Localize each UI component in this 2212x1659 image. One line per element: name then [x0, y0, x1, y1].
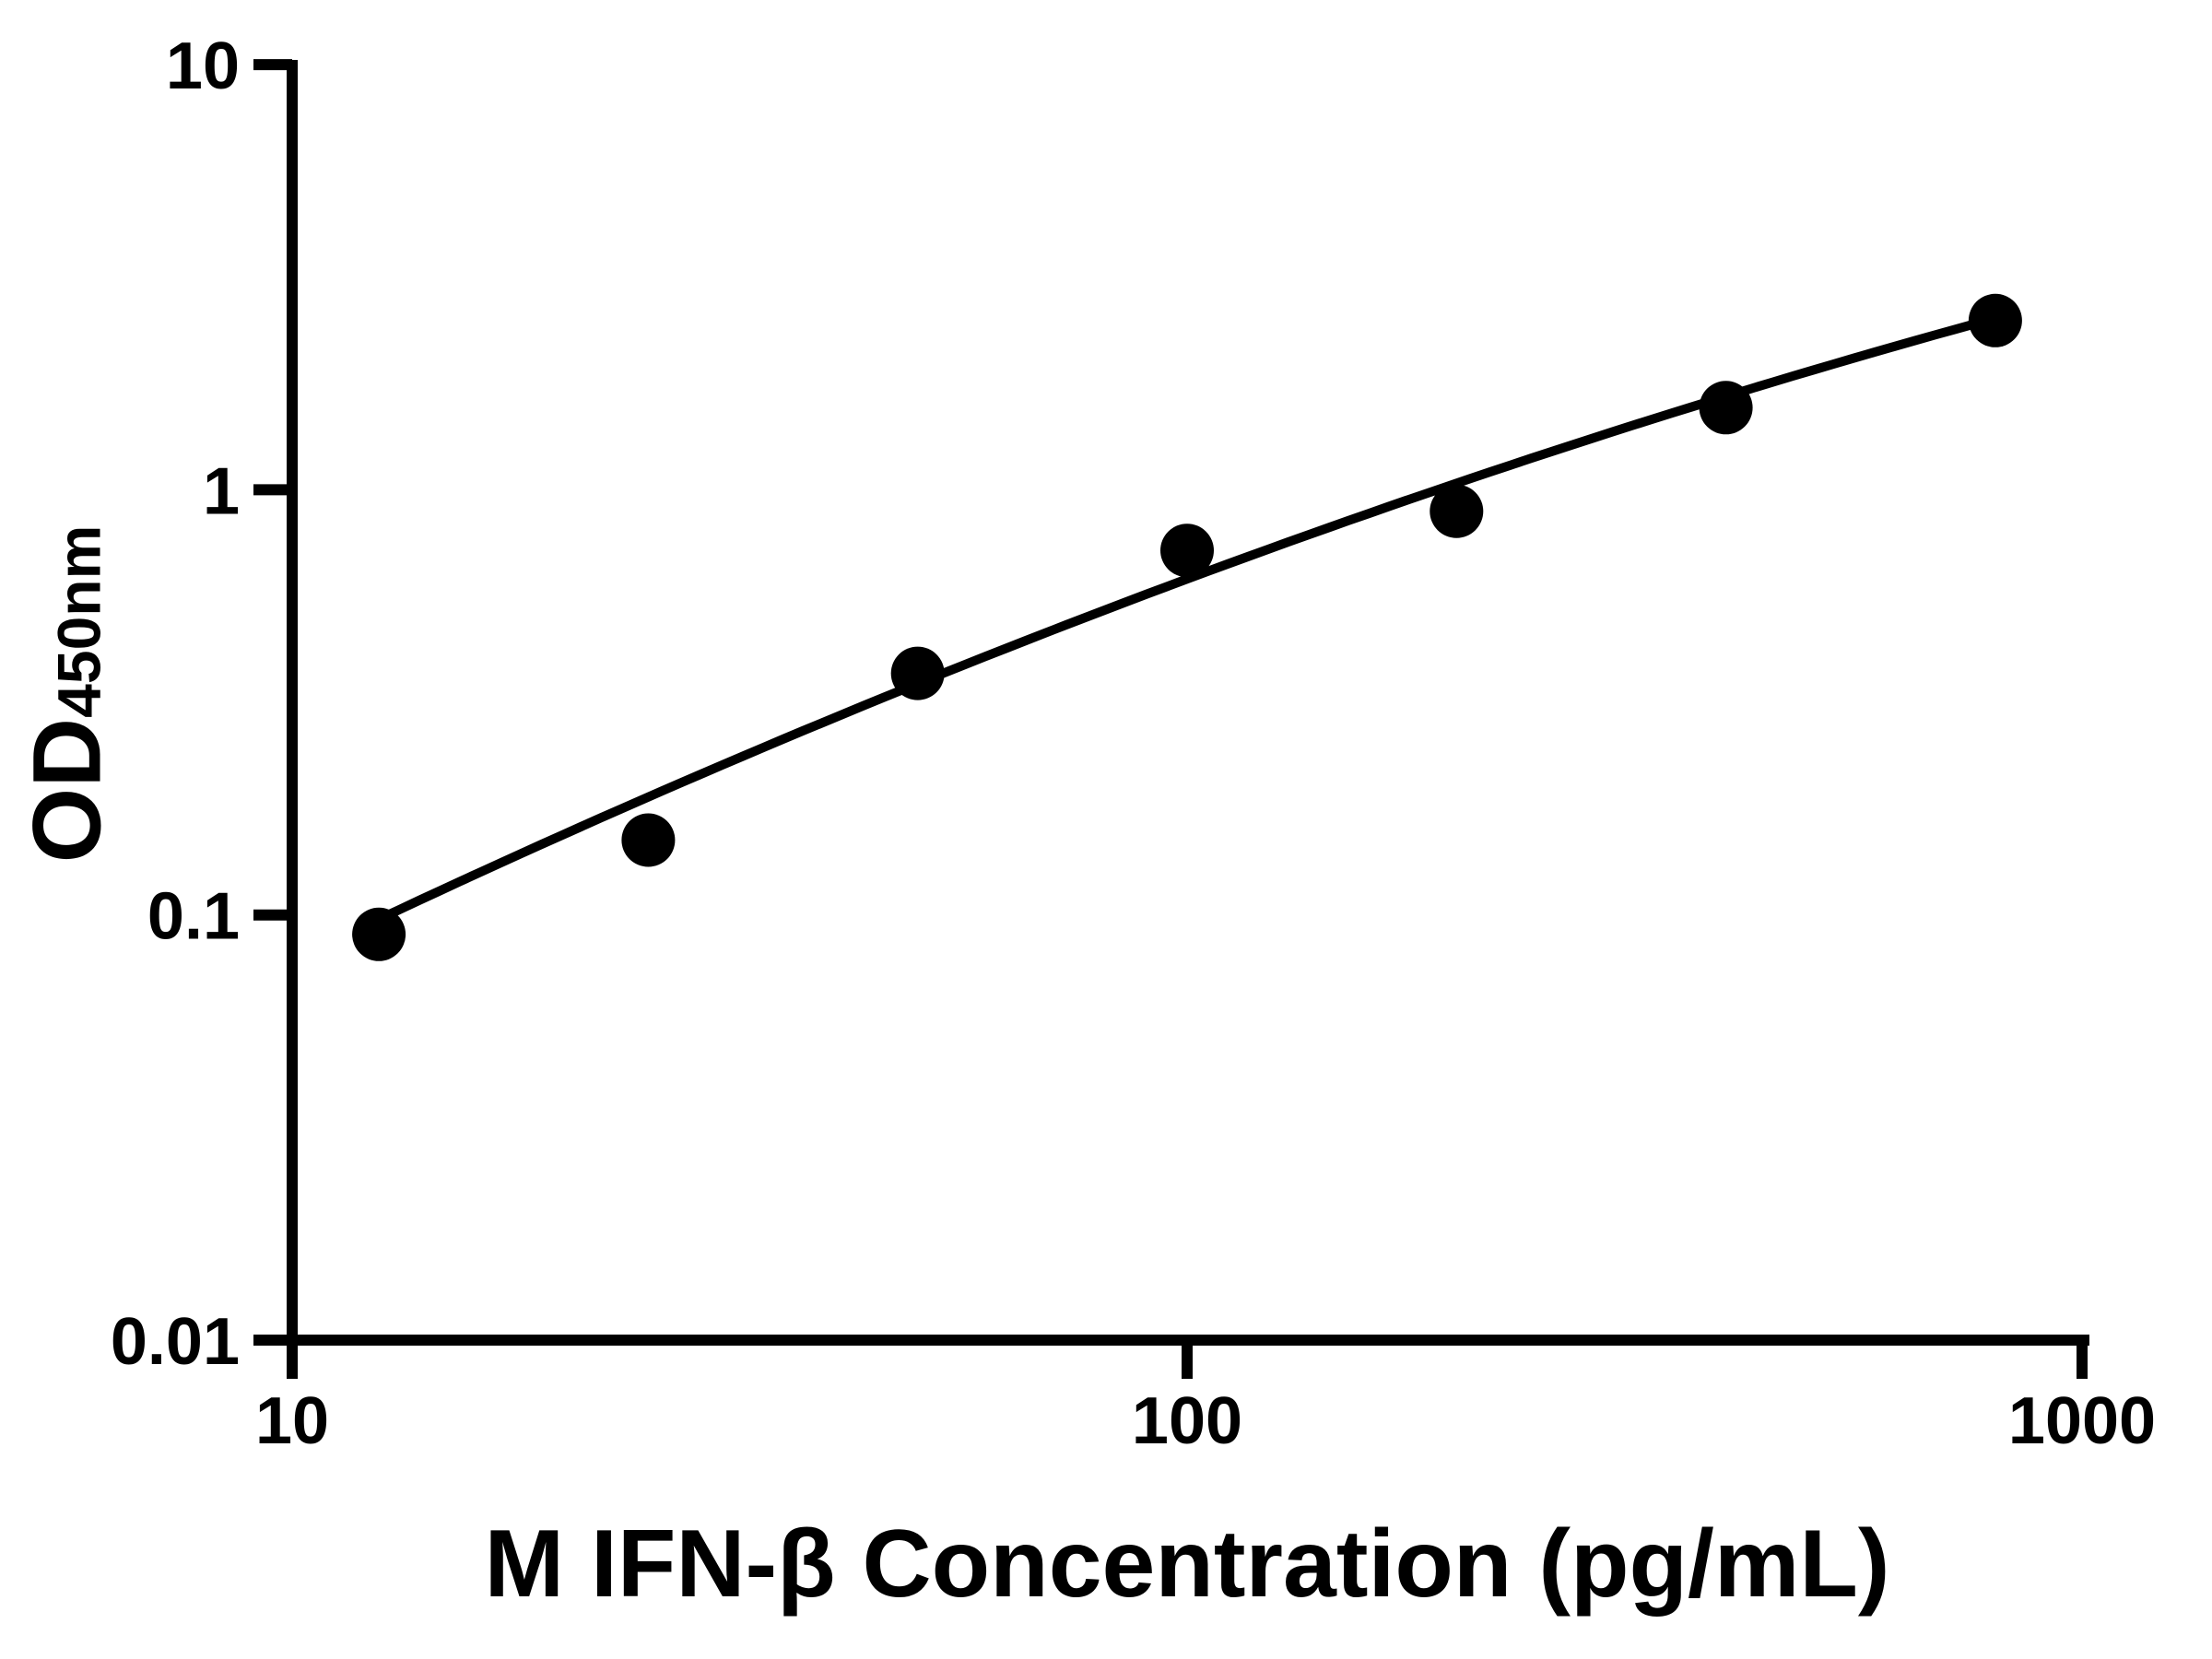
- data-point-12.5: [352, 907, 406, 961]
- y-axis-title-main: OD: [13, 717, 122, 864]
- data-point-100: [1160, 524, 1214, 578]
- x-tick-label-10: 10: [255, 1384, 329, 1458]
- data-point-25: [621, 813, 676, 867]
- data-point-800: [1968, 293, 2022, 347]
- y-tick-label-0.1: 0.1: [147, 880, 240, 954]
- y-tick-label-1: 1: [203, 454, 240, 528]
- y-tick-label-10: 10: [166, 29, 240, 103]
- data-point-400: [1699, 381, 1753, 435]
- fit-curve-line: [376, 313, 1997, 924]
- y-axis-title: OD450nm: [14, 524, 122, 864]
- x-axis-title: M IFN-β Concentration (pg/mL): [484, 1511, 1890, 1618]
- data-point-50: [890, 646, 945, 700]
- y-axis-title-subscript: 450nm: [44, 524, 113, 718]
- y-tick-label-0.01: 0.01: [111, 1305, 240, 1379]
- data-point-200: [1430, 484, 1484, 538]
- x-tick-label-1000: 1000: [2008, 1384, 2156, 1458]
- x-tick-label-100: 100: [1132, 1384, 1242, 1458]
